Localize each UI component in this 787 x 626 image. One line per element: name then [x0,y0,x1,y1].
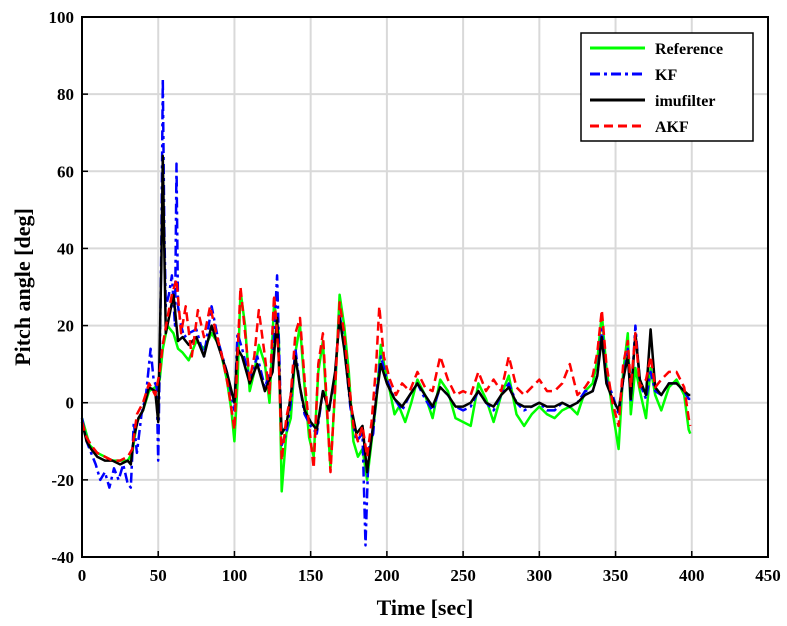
legend-label-reference: Reference [655,41,723,58]
series-line-akf [80,278,692,474]
x-tick-label: 100 [222,566,248,585]
y-tick-label: 100 [49,8,75,27]
x-tick-label: 350 [603,566,629,585]
x-tick-label: 200 [374,566,400,585]
y-tick-label: 40 [57,239,74,258]
y-tick-label: 20 [57,317,74,336]
x-tick-label: 400 [679,566,705,585]
y-tick-label: 0 [66,394,75,413]
tick-labels: 0 50 100 150 200 250 300 350 400 450 -40 -20 0 20 40 60… [49,8,781,585]
x-tick-label: 0 [78,566,87,585]
x-tick-label: 450 [755,566,781,585]
x-tick-label: 150 [298,566,324,585]
y-tick-label: 60 [57,162,74,181]
y-tick-label: -20 [51,471,74,490]
legend: Reference KF imufilter AKF [580,32,754,142]
x-tick-label: 50 [150,566,167,585]
series-group [80,77,692,547]
y-tick-label: -40 [51,548,74,567]
plot-area-frame [81,16,769,558]
y-tick-label: 80 [57,85,74,104]
legend-label-akf: AKF [655,119,689,136]
legend-label-imufilter: imufilter [655,93,715,110]
x-axis-label: Time [sec] [377,595,474,620]
legend-label-kf: KF [655,67,677,84]
series-line-reference [80,289,692,493]
x-tick-label: 300 [527,566,553,585]
x-tick-label: 250 [450,566,476,585]
legend-box [580,32,754,142]
y-axis-label: Pitch angle [deg] [10,208,35,366]
